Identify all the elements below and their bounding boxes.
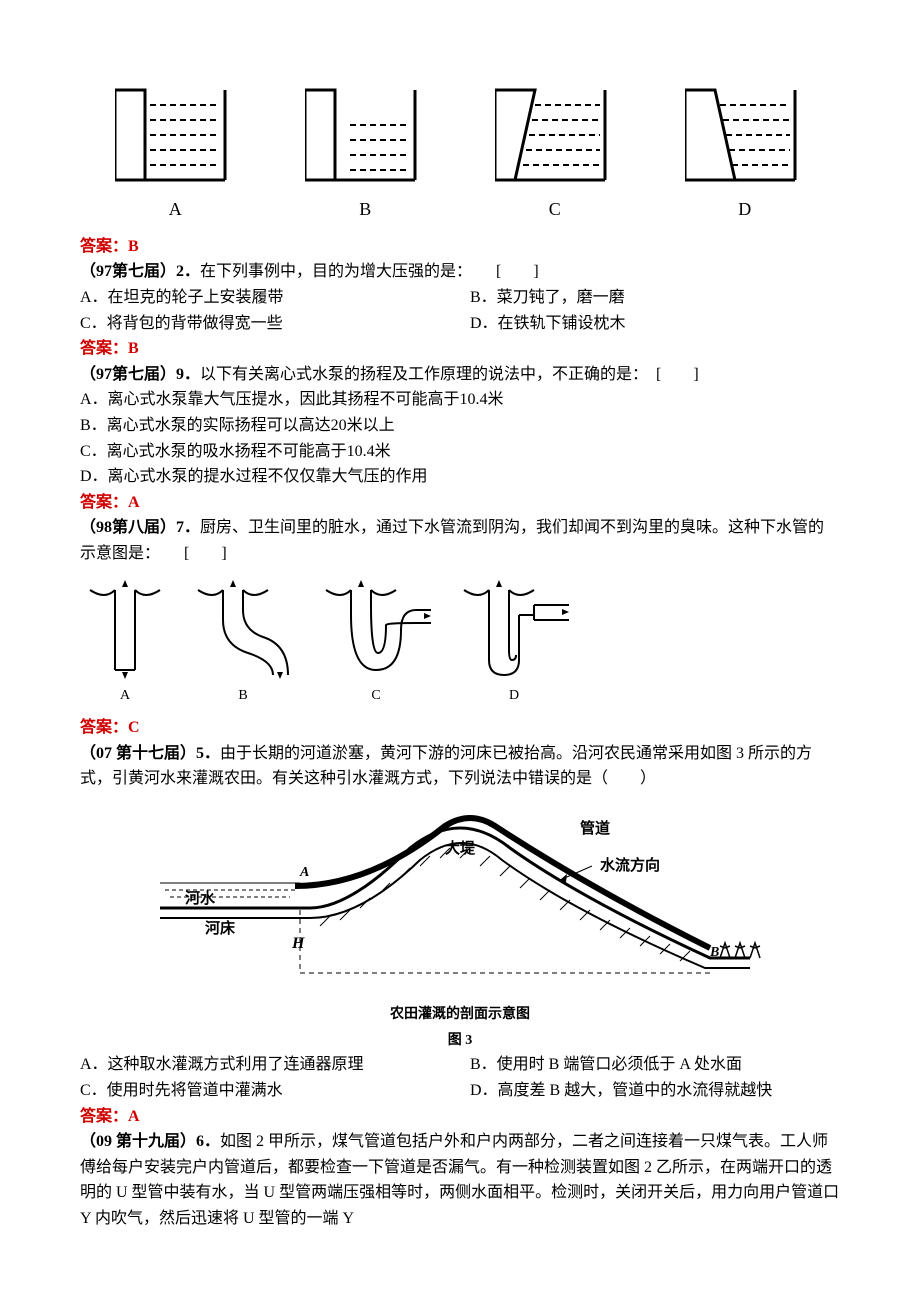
q3-source: （97第七届）9． — [80, 366, 200, 383]
q1-fig-C — [495, 70, 615, 190]
q2-opt-D: D．在铁轨下铺设枕木 — [470, 311, 840, 337]
q3-opt-A: A．离心式水泵靠大气压提水，因此其扬程不可能高于10.4米 — [80, 387, 840, 413]
q4-fig-B — [188, 575, 298, 685]
q1-label-C: C — [549, 195, 561, 224]
q2-block: （97第七届）2．在下列事例中，目的为增大压强的是： [ ] A．在坦克的轮子上… — [80, 259, 840, 336]
q5-opt-C: C．使用时先将管道中灌满水 — [80, 1078, 450, 1104]
q2-opt-C: C．将背包的背带做得宽一些 — [80, 311, 450, 337]
q1-label-D: D — [738, 195, 751, 224]
q4-source: （98第八届）7． — [80, 519, 200, 536]
q5-figure: A B 河水 河床 大堤 管道 水流方向 H — [150, 798, 770, 998]
q3-opt-C: C．离心式水泵的吸水扬程不可能高于10.4米 — [80, 439, 840, 465]
q1-label-B: B — [359, 195, 371, 224]
q5-label-levee: 大堤 — [445, 839, 476, 857]
q3-answer: 答案：A — [80, 490, 840, 516]
q4-fig-C — [316, 575, 436, 685]
q1-label-row: A B C D — [80, 195, 840, 224]
q1-fig-B — [305, 70, 425, 190]
q6-source: （09 第十九届）6． — [80, 1133, 220, 1150]
q4-block: （98第八届）7．厨房、卫生间里的脏水，通过下水管流到阴沟，我们却闻不到沟里的臭… — [80, 515, 840, 566]
q4-fig-A — [80, 575, 170, 685]
q4-label-A: A — [80, 685, 170, 707]
q4-label-C: C — [316, 685, 436, 707]
q5-figno: 图 3 — [80, 1030, 840, 1052]
q5-opt-A: A．这种取水灌溉方式利用了连通器原理 — [80, 1052, 450, 1078]
q6-block: （09 第十九届）6．如图 2 甲所示，煤气管道包括户外和户内两部分，二者之间连… — [80, 1129, 840, 1231]
q4-answer: 答案：C — [80, 715, 840, 741]
q4-label-B: B — [188, 685, 298, 707]
q5-label-flowdir: 水流方向 — [600, 856, 660, 874]
q5-opt-D: D．高度差 B 越大，管道中的水流得就越快 — [470, 1078, 840, 1104]
q5-block: （07 第十七届）5．由于长期的河道淤塞，黄河下游的河床已被抬高。沿河农民通常采… — [80, 741, 840, 792]
q5-opt-B: B．使用时 B 端管口必须低于 A 处水面 — [470, 1052, 840, 1078]
q2-source: （97第七届）2． — [80, 263, 200, 280]
q5-label-A: A — [299, 865, 309, 880]
q3-stem: 以下有关离心式水泵的扬程及工作原理的说法中，不正确的是： [ ] — [200, 366, 699, 383]
q5-source: （07 第十七届）5． — [80, 745, 220, 762]
q5-options: A．这种取水灌溉方式利用了连通器原理 B．使用时 B 端管口必须低于 A 处水面… — [80, 1052, 840, 1103]
q5-answer: 答案：A — [80, 1104, 840, 1130]
q2-answer: 答案：B — [80, 336, 840, 362]
q4-label-D: D — [454, 685, 574, 707]
q3-block: （97第七届）9．以下有关离心式水泵的扬程及工作原理的说法中，不正确的是： [ … — [80, 362, 840, 490]
q5-label-bed: 河床 — [205, 919, 236, 937]
q2-stem: 在下列事例中，目的为增大压强的是： [ ] — [200, 263, 539, 280]
q4-figure-row: A B C — [80, 575, 840, 707]
q2-opt-A: A．在坦克的轮子上安装履带 — [80, 285, 450, 311]
q1-answer: 答案：B — [80, 234, 840, 260]
q5-label-B: B — [709, 945, 719, 960]
q5-caption: 农田灌溉的剖面示意图 — [80, 1004, 840, 1026]
q2-opt-B: B．菜刀钝了，磨一磨 — [470, 285, 840, 311]
q1-fig-D — [685, 70, 805, 190]
q3-opt-B: B．离心式水泵的实际扬程可以高达20米以上 — [80, 413, 840, 439]
q1-label-A: A — [169, 195, 182, 224]
q1-fig-A — [115, 70, 235, 190]
q5-label-river: 河水 — [185, 889, 216, 907]
q3-opt-D: D．离心式水泵的提水过程不仅仅靠大气压的作用 — [80, 464, 840, 490]
q1-figure-row — [80, 70, 840, 190]
q5-label-H: H — [291, 935, 305, 952]
q4-fig-D — [454, 575, 574, 685]
q5-label-pipe: 管道 — [580, 819, 610, 837]
